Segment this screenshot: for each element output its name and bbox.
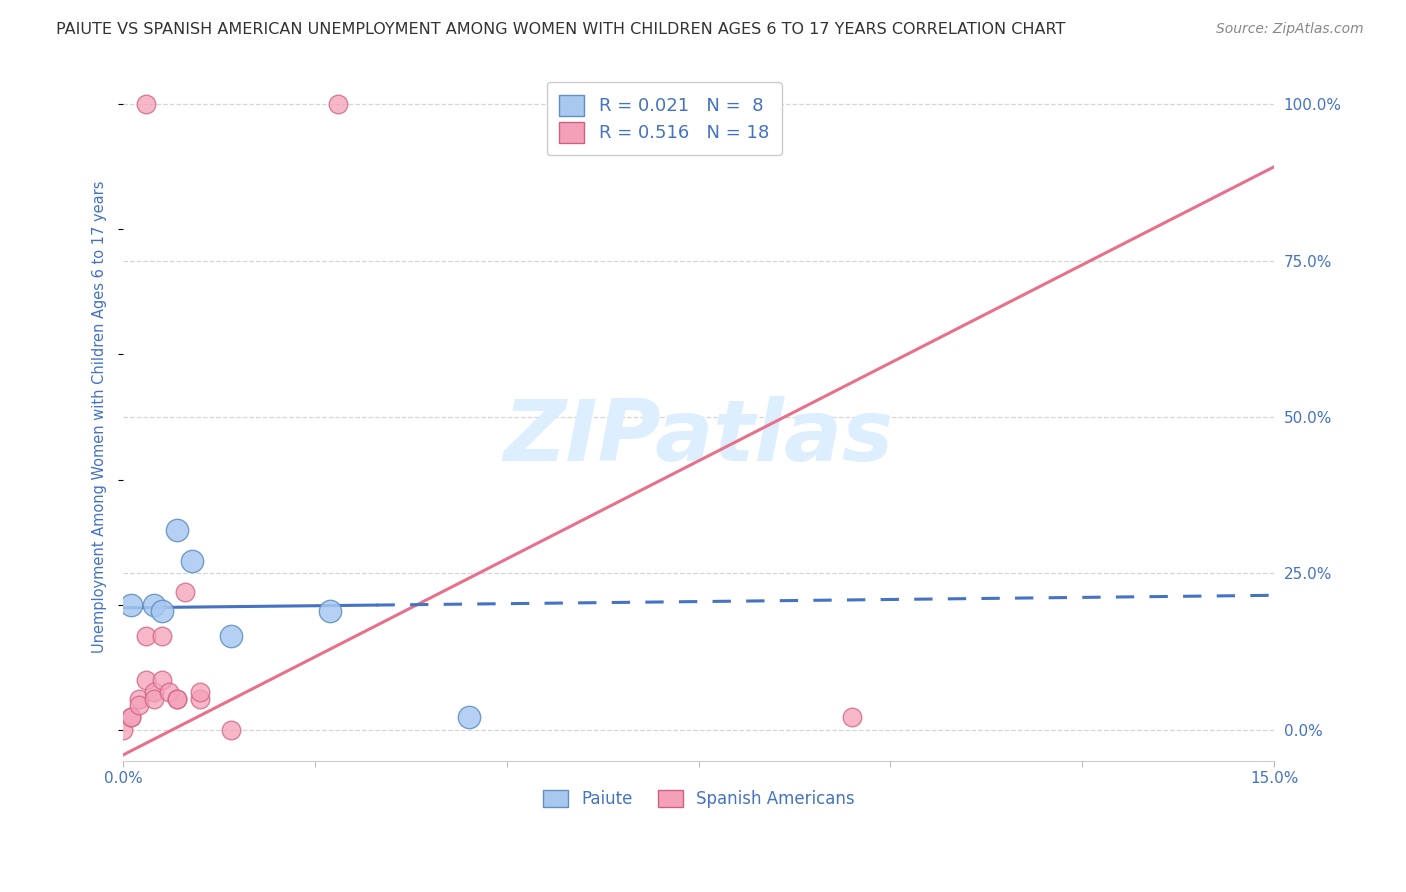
Legend: Paiute, Spanish Americans: Paiute, Spanish Americans xyxy=(536,783,862,814)
Point xyxy=(166,523,188,537)
Point xyxy=(128,698,150,712)
Point xyxy=(135,629,157,643)
Point xyxy=(157,685,180,699)
Point xyxy=(135,97,157,112)
Y-axis label: Unemployment Among Women with Children Ages 6 to 17 years: Unemployment Among Women with Children A… xyxy=(93,181,107,653)
Point xyxy=(173,585,195,599)
Point xyxy=(150,673,173,687)
Point xyxy=(166,691,188,706)
Point xyxy=(128,691,150,706)
Point xyxy=(166,691,188,706)
Point xyxy=(219,629,242,643)
Point xyxy=(112,723,135,737)
Point xyxy=(120,710,142,724)
Text: Source: ZipAtlas.com: Source: ZipAtlas.com xyxy=(1216,22,1364,37)
Point xyxy=(143,691,166,706)
Point xyxy=(219,723,242,737)
Point xyxy=(457,710,479,724)
Point xyxy=(319,604,342,618)
Point xyxy=(143,685,166,699)
Point xyxy=(326,97,349,112)
Point xyxy=(841,710,863,724)
Text: PAIUTE VS SPANISH AMERICAN UNEMPLOYMENT AMONG WOMEN WITH CHILDREN AGES 6 TO 17 Y: PAIUTE VS SPANISH AMERICAN UNEMPLOYMENT … xyxy=(56,22,1066,37)
Point xyxy=(120,710,142,724)
Point xyxy=(150,604,173,618)
Point xyxy=(120,598,142,612)
Point xyxy=(150,629,173,643)
Point xyxy=(188,685,211,699)
Point xyxy=(181,554,204,568)
Point xyxy=(135,673,157,687)
Text: ZIPatlas: ZIPatlas xyxy=(503,396,894,479)
Point xyxy=(143,598,166,612)
Point xyxy=(188,691,211,706)
